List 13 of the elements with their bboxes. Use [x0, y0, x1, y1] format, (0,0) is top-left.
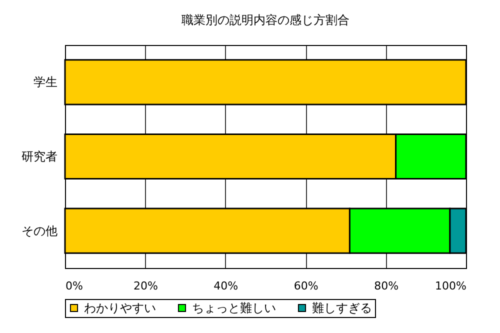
- y-tick-label: 研究者: [22, 150, 58, 164]
- chart-title: 職業別の説明内容の感じ方割合: [182, 13, 350, 27]
- x-tick-label: 0%: [66, 280, 83, 292]
- x-tick-label: 20%: [133, 280, 158, 292]
- y-tick-label: その他: [22, 224, 58, 238]
- y-tick-label: 学生: [34, 75, 58, 90]
- x-tick-label: 40%: [214, 280, 238, 292]
- legend-label: わかりやすい: [84, 301, 156, 315]
- x-tick-label: 60%: [294, 280, 318, 292]
- x-tick-label: 100%: [435, 280, 466, 292]
- legend-label: ちょっと難しい: [192, 301, 276, 315]
- x-tick-label: 80%: [374, 280, 399, 292]
- legend-label: 難しすぎる: [312, 301, 372, 315]
